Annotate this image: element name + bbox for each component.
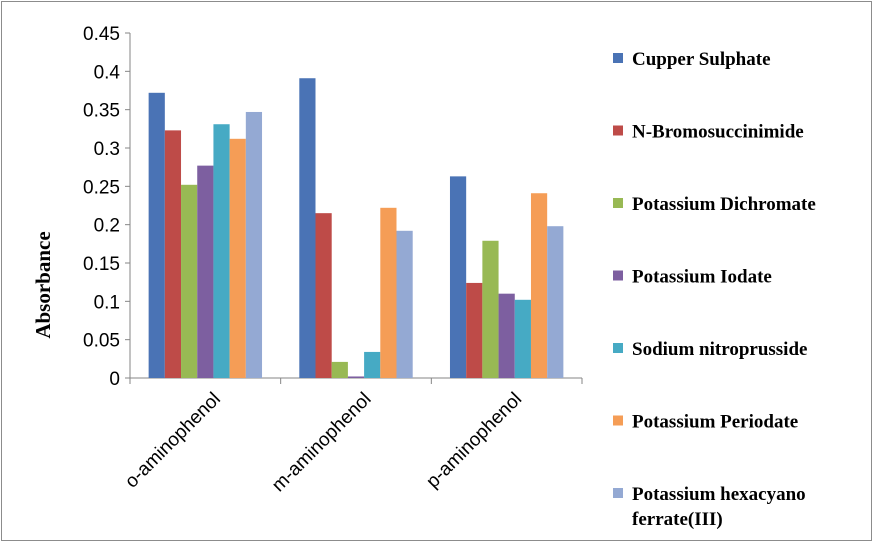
bar: [466, 282, 483, 378]
legend-label: Potassium Periodate: [632, 412, 798, 433]
x-tick-label: o-aminophenol: [121, 389, 225, 493]
legend-item: Potassium Iodate: [613, 267, 772, 288]
y-tick-label: 0.1: [94, 292, 120, 313]
bars: [148, 78, 564, 379]
x-tick-label: p-aminophenol: [422, 389, 526, 493]
bar: [315, 213, 332, 378]
legend-swatch: [613, 198, 623, 208]
y-tick-label: 0: [109, 369, 120, 390]
legend-swatch: [613, 415, 623, 426]
y-tick-label: 0.25: [83, 177, 120, 198]
x-tick-label: m-aminophenol: [268, 389, 375, 496]
bar: [331, 361, 348, 378]
legend-item: N-Bromosuccinimide: [613, 122, 804, 143]
bar: [245, 111, 263, 378]
legend-item: Sodium nitroprusside: [613, 339, 807, 360]
bar: [229, 138, 246, 378]
bar: [164, 130, 182, 378]
legend-label: Potassium Iodate: [632, 267, 772, 288]
legend-swatch: [613, 488, 623, 498]
y-tick-label: 0.3: [94, 139, 120, 160]
legend-label-continued: ferrate(III): [632, 509, 723, 530]
bar: [449, 176, 467, 378]
y-axis: 0 0.05 0.1 0.15 0.2 0.25 0.3 0.35 0.4 0.45: [83, 24, 131, 390]
bar: [181, 184, 198, 378]
y-tick-label: 0.05: [83, 331, 120, 352]
legend-item: Cupper Sulphate: [613, 49, 771, 70]
bar: [498, 293, 515, 378]
bar: [364, 351, 381, 378]
x-axis: [129, 377, 583, 384]
bar: [148, 92, 165, 379]
bar: [482, 240, 499, 378]
bar: [514, 299, 531, 378]
legend: Cupper Sulphate N-Bromosuccinimide Potassi…: [613, 49, 816, 530]
legend-label: Cupper Sulphate: [632, 49, 771, 70]
bar: [197, 165, 214, 378]
bar: [396, 230, 413, 378]
legend-label: Sodium nitroprusside: [632, 339, 807, 360]
legend-swatch: [613, 343, 623, 353]
legend-item: Potassium hexacyano ferrate(III): [613, 484, 806, 530]
legend-item: Potassium Dichromate: [613, 194, 816, 215]
legend-swatch: [613, 53, 623, 63]
y-axis-label: Absorbance: [31, 231, 55, 338]
y-tick-label: 0.15: [83, 254, 120, 275]
legend-label: Potassium hexacyano: [632, 484, 806, 505]
y-tick-label: 0.35: [83, 101, 120, 122]
bar: [530, 193, 548, 378]
legend-label: N-Bromosuccinimide: [632, 122, 804, 143]
bar: [347, 376, 365, 378]
bar: [380, 207, 397, 378]
legend-label: Potassium Dichromate: [632, 194, 816, 215]
legend-swatch: [613, 125, 623, 136]
bar: [213, 124, 230, 378]
legend-item: Potassium Periodate: [613, 412, 798, 433]
y-tick-label: 0.2: [94, 216, 120, 237]
legend-swatch: [613, 270, 623, 281]
y-tick-label: 0.45: [83, 24, 120, 45]
category-labels: o-aminophenol m-aminophenol p-aminophenol: [121, 389, 526, 496]
bar: [299, 78, 316, 378]
bar: [547, 226, 564, 378]
y-tick-label: 0.4: [94, 62, 121, 83]
